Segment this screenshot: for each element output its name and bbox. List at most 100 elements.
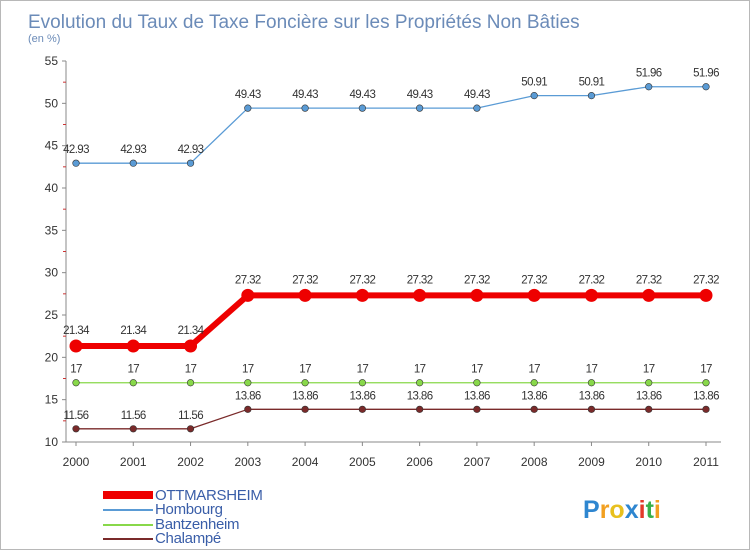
- data-label-hombourg: 50.91: [579, 77, 605, 89]
- data-point-chalampe: [301, 405, 309, 413]
- data-point-hombourg: [358, 104, 366, 112]
- y-tick-label: 10: [45, 435, 59, 449]
- data-label-ottmarsheim: 27.32: [579, 274, 605, 286]
- data-label-hombourg: 42.93: [178, 144, 204, 156]
- data-point-bantzenheim: [416, 379, 424, 387]
- legend-label-chalampe: Chalampé: [155, 530, 221, 547]
- data-label-ottmarsheim: 27.32: [407, 274, 433, 286]
- axes: [65, 61, 721, 443]
- data-label-chalampe: 11.56: [121, 410, 146, 422]
- data-label-chalampe: 13.86: [579, 390, 605, 402]
- data-point-ottmarsheim: [241, 288, 255, 302]
- data-point-ottmarsheim: [126, 339, 140, 353]
- legend-label-bantzenheim: Bantzenheim: [155, 516, 239, 533]
- data-point-bantzenheim: [702, 379, 710, 387]
- data-point-chalampe: [645, 405, 653, 413]
- data-label-ottmarsheim: 27.32: [693, 274, 719, 286]
- x-tick-label: 2000: [63, 455, 90, 469]
- data-point-chalampe: [702, 405, 710, 413]
- data-point-chalampe: [358, 405, 366, 413]
- data-label-bantzenheim: 17: [643, 364, 655, 376]
- y-ticks: 10 15 20 25 30 35 40 45 50 55: [45, 54, 66, 449]
- data-point-chalampe: [416, 405, 424, 413]
- data-label-chalampe: 13.86: [292, 390, 318, 402]
- data-label-ottmarsheim: 21.34: [178, 325, 205, 337]
- x-tick-label: 2010: [635, 455, 662, 469]
- x-tick-label: 2006: [406, 455, 433, 469]
- data-label-ottmarsheim: 27.32: [521, 274, 547, 286]
- chart-subtitle: (en %): [28, 33, 60, 45]
- data-label-chalampe: 13.86: [349, 390, 375, 402]
- data-point-chalampe: [186, 425, 195, 433]
- data-label-bantzenheim: 17: [414, 364, 426, 376]
- proxiti-logo: Proxiti: [583, 496, 661, 524]
- data-point-hombourg: [72, 159, 80, 167]
- data-label-ottmarsheim: 27.32: [636, 274, 662, 286]
- series-bantzenheim: [72, 379, 710, 387]
- data-label-hombourg: 49.43: [407, 89, 433, 101]
- data-point-chalampe: [129, 425, 137, 433]
- series-hombourg: [72, 83, 710, 167]
- data-point-ottmarsheim: [642, 288, 656, 302]
- data-label-hombourg: 51.96: [693, 68, 719, 80]
- data-point-ottmarsheim: [69, 339, 83, 353]
- data-label-ottmarsheim: 27.32: [292, 274, 318, 286]
- data-point-hombourg: [473, 104, 481, 112]
- data-label-bantzenheim: 17: [299, 364, 311, 376]
- data-point-hombourg: [129, 159, 137, 167]
- data-point-hombourg: [587, 92, 596, 100]
- data-label-chalampe: 13.86: [407, 390, 433, 402]
- data-label-bantzenheim: 17: [127, 364, 139, 376]
- legend: OTTMARSHEIM Hombourg Bantzenheim Chalamp…: [103, 487, 263, 547]
- y-tick-label: 20: [45, 350, 59, 364]
- y-tick-label: 40: [45, 181, 59, 195]
- data-label-bantzenheim: 17: [471, 364, 483, 376]
- data-label-hombourg: 42.93: [63, 144, 89, 156]
- data-point-bantzenheim: [645, 379, 653, 387]
- data-point-ottmarsheim: [298, 288, 312, 302]
- logo-wordmark: Proxiti: [583, 496, 661, 524]
- y-tick-label: 55: [45, 54, 59, 68]
- y-tick-label: 30: [45, 266, 59, 280]
- x-tick-label: 2007: [464, 455, 491, 469]
- data-point-bantzenheim: [473, 379, 481, 387]
- data-point-chalampe: [587, 405, 596, 413]
- data-point-bantzenheim: [186, 379, 195, 387]
- series-line-ottmarsheim: [76, 292, 706, 349]
- data-label-hombourg: 42.93: [120, 144, 146, 156]
- data-point-ottmarsheim: [470, 288, 484, 302]
- data-point-bantzenheim: [358, 379, 366, 387]
- data-point-bantzenheim: [72, 379, 80, 387]
- data-point-chalampe: [244, 405, 252, 413]
- data-point-chalampe: [72, 425, 80, 433]
- y-tick-label: 35: [45, 223, 59, 237]
- y-tick-label: 25: [45, 308, 59, 322]
- y-tick-label: 50: [45, 96, 59, 110]
- data-point-bantzenheim: [301, 379, 309, 387]
- data-label-hombourg: 50.91: [521, 77, 547, 89]
- data-label-bantzenheim: 17: [528, 364, 540, 376]
- data-label-ottmarsheim: 21.34: [63, 325, 90, 337]
- data-point-hombourg: [301, 104, 309, 112]
- x-tick-label: 2003: [234, 455, 261, 469]
- series-ottmarsheim: [69, 288, 713, 353]
- x-tick-label: 2005: [349, 455, 376, 469]
- data-label-chalampe: 13.86: [235, 390, 261, 402]
- data-label-bantzenheim: 17: [185, 364, 197, 376]
- data-point-bantzenheim: [129, 379, 137, 387]
- data-label-chalampe: 13.86: [636, 390, 662, 402]
- data-point-bantzenheim: [244, 379, 252, 387]
- legend-label-ottmarsheim: OTTMARSHEIM: [155, 487, 263, 504]
- data-label-bantzenheim: 17: [357, 364, 369, 376]
- data-label-hombourg: 51.96: [636, 68, 662, 80]
- data-label-chalampe: 11.56: [64, 410, 89, 422]
- x-tick-label: 2009: [578, 455, 605, 469]
- data-point-hombourg: [645, 83, 653, 91]
- data-point-chalampe: [530, 405, 538, 413]
- data-point-bantzenheim: [530, 379, 538, 387]
- data-point-hombourg: [416, 104, 424, 112]
- data-label-bantzenheim: 17: [242, 364, 254, 376]
- series-chalampe: [72, 405, 710, 433]
